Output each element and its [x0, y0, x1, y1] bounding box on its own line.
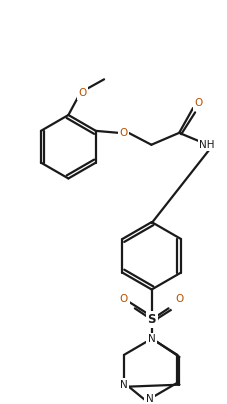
Text: O: O [194, 98, 202, 108]
Text: O: O [119, 128, 127, 138]
Text: O: O [78, 88, 86, 98]
Text: O: O [175, 295, 183, 304]
Text: S: S [147, 313, 155, 326]
Text: N: N [119, 380, 127, 390]
Text: NH: NH [198, 140, 214, 150]
Text: N: N [147, 334, 155, 344]
Text: N: N [145, 393, 153, 404]
Text: O: O [119, 295, 128, 304]
